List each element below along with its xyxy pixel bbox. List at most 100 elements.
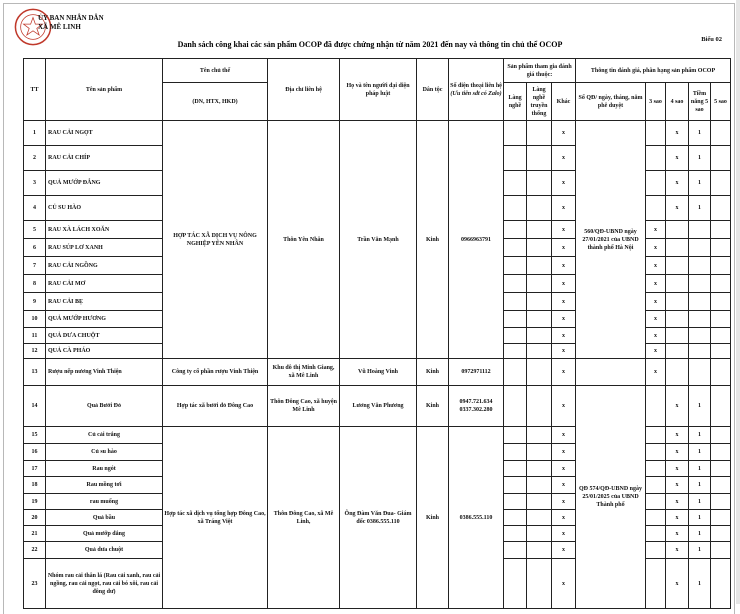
4-star-mark	[665, 292, 689, 311]
potential-5-star-mark: 1	[688, 195, 711, 221]
3-star-mark	[645, 170, 666, 196]
craft-village-mark	[503, 145, 527, 171]
4-star-mark: x	[665, 476, 689, 494]
row-number: 7	[23, 256, 46, 275]
potential-5-star-mark: 1	[688, 120, 711, 146]
product-name: Quả bầu	[45, 509, 163, 526]
row-number: 10	[23, 310, 46, 328]
4-star-mark: x	[665, 385, 689, 427]
header-phone-note: (Ưu tiên sđt có Zalo)	[450, 90, 502, 97]
row-number: 9	[23, 292, 46, 311]
craft-village-mark	[503, 120, 527, 146]
5-star-mark	[709, 120, 732, 146]
3-star-mark: x	[645, 343, 666, 359]
product-name: RAU CẢI CHÍP	[45, 145, 163, 171]
header-4-star: 4 sao	[665, 82, 689, 121]
product-name: CỦ SU HÀO	[45, 195, 163, 221]
header-other: Khác	[551, 82, 576, 121]
contact-address: Thôn Đông Cao, xã Mê Linh,	[267, 426, 340, 609]
5-star-mark	[709, 195, 732, 221]
header-3-star: 3 sao	[645, 82, 666, 121]
ethnicity: Kinh	[416, 358, 449, 386]
4-star-mark: x	[665, 509, 689, 526]
other-category-mark: x	[551, 145, 576, 171]
5-star-mark	[709, 558, 732, 609]
craft-village-mark	[503, 238, 527, 257]
legal-representative: Vũ Hoàng Vinh	[339, 358, 417, 386]
5-star-mark	[709, 460, 732, 477]
row-number: 21	[23, 525, 46, 542]
owner-name: HỢP TÁC XÃ DỊCH VỤ NÔNG NGHIỆP YÊN NHÂN	[162, 120, 268, 359]
product-name: RAU XÀ LÁCH XOĂN	[45, 220, 163, 239]
5-star-mark	[709, 443, 732, 461]
header-owner: Tên chủ thể	[162, 58, 268, 83]
header-rating-info: Thông tin đánh giá, phân hạng sản phẩm O…	[574, 58, 732, 83]
owner-name: Hợp tác xã dịch vụ tổng hợp Đông Cao, xã…	[162, 426, 268, 609]
traditional-village-mark	[526, 541, 552, 559]
header-ethnicity: Dân tộc	[416, 58, 449, 121]
row-number: 6	[23, 238, 46, 257]
potential-5-star-mark: 1	[688, 493, 711, 510]
table-row: 3 QUẢ MƯỚP ĐẮNG x x 1	[23, 170, 732, 196]
traditional-village-mark	[526, 170, 552, 196]
product-name: QUẢ MƯỚP HƯƠNG	[45, 310, 163, 328]
phone-number: 0947.721.634 0337.302.280	[448, 385, 504, 427]
3-star-mark	[645, 120, 666, 146]
owner-name: Công ty cổ phần rượu Vinh Thiện	[162, 358, 268, 386]
4-star-mark	[665, 358, 689, 386]
5-star-mark	[709, 343, 732, 359]
3-star-mark: x	[645, 358, 666, 386]
row-number: 23	[23, 558, 46, 609]
product-name: QUẢ DƯA CHUỘT	[45, 327, 163, 344]
header-representative: Họ và tên người đại diện pháp luật	[339, 58, 417, 121]
craft-village-mark	[503, 343, 527, 359]
row-number: 4	[23, 195, 46, 221]
owner-name: Hợp tác xã bưởi đỏ Đông Cao	[162, 385, 268, 427]
craft-village-mark	[503, 426, 527, 444]
row-number: 12	[23, 343, 46, 359]
potential-5-star-mark	[688, 343, 711, 359]
potential-5-star-mark: 1	[688, 385, 711, 427]
contact-address: Khu đô thị Minh Giang, xã Mê Linh	[267, 358, 340, 386]
craft-village-mark	[503, 292, 527, 311]
5-star-mark	[709, 310, 732, 328]
craft-village-mark	[503, 541, 527, 559]
craft-village-mark	[503, 220, 527, 239]
3-star-mark	[645, 426, 666, 444]
other-category-mark: x	[551, 443, 576, 461]
3-star-mark: x	[645, 256, 666, 275]
row-number: 3	[23, 170, 46, 196]
other-category-mark: x	[551, 327, 576, 344]
legal-representative: Lương Văn Phương	[339, 385, 417, 427]
header-craft-village: Làng nghề	[503, 82, 527, 121]
3-star-mark	[645, 476, 666, 494]
legal-representative: Trần Văn Mạnh	[339, 120, 417, 359]
4-star-mark: x	[665, 145, 689, 171]
4-star-mark	[665, 343, 689, 359]
3-star-mark	[645, 558, 666, 609]
craft-village-mark	[503, 460, 527, 477]
table-row: 1 RAU CẢI NGỌT HỢP TÁC XÃ DỊCH VỤ NÔNG NGH…	[23, 120, 732, 359]
product-name: QUẢ CÀ PHÁO	[45, 343, 163, 359]
table-row: 14 Quả Bưởi Đỏ Hợp tác xã bưởi đỏ Đông Cao…	[23, 385, 732, 609]
other-category-mark: x	[551, 509, 576, 526]
scrollbar[interactable]	[736, 0, 740, 604]
5-star-mark	[709, 170, 732, 196]
row-number: 22	[23, 541, 46, 559]
header-participation: Sản phẩm tham gia đánh giá thuộc:	[503, 58, 576, 83]
product-name: Quả dưa chuột	[45, 541, 163, 559]
potential-5-star-mark: 1	[688, 170, 711, 196]
traditional-village-mark	[526, 358, 552, 386]
3-star-mark: x	[645, 220, 666, 239]
other-category-mark: x	[551, 195, 576, 221]
row-number: 19	[23, 493, 46, 510]
table-row: 23 Nhóm rau cải thân lá (Rau cải xanh, ra…	[23, 558, 732, 609]
row-number: 11	[23, 327, 46, 344]
other-category-mark: x	[551, 460, 576, 477]
craft-village-mark	[503, 358, 527, 386]
product-name: Quả Bưởi Đỏ	[45, 385, 163, 427]
traditional-village-mark	[526, 476, 552, 494]
decision-reference: 560/QĐ-UBND ngày 27/01/2021 của UBND thà…	[575, 120, 646, 359]
other-category-mark: x	[551, 385, 576, 427]
4-star-mark	[665, 256, 689, 275]
